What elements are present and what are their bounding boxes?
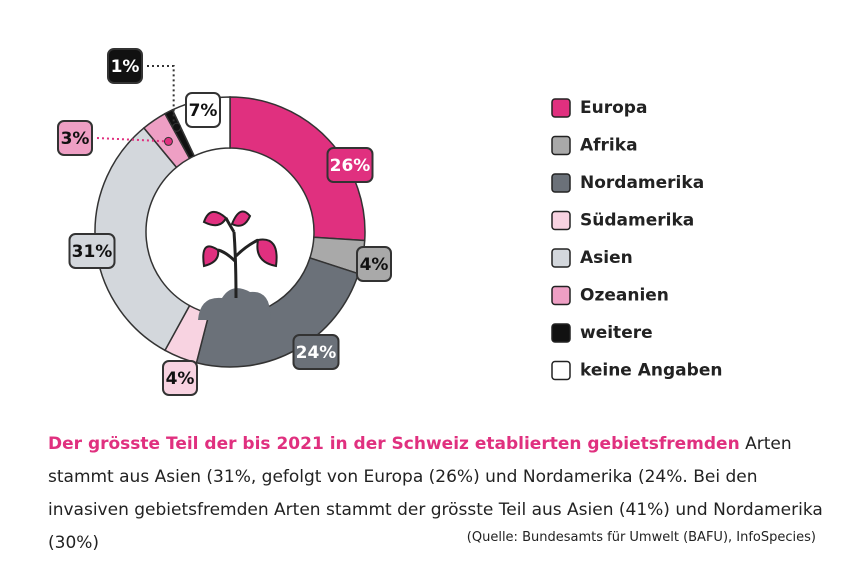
value-label: 24%	[296, 343, 337, 363]
leader-line	[96, 137, 169, 143]
legend-swatch	[551, 98, 571, 118]
legend-swatch	[551, 360, 571, 381]
legend-swatch	[551, 323, 571, 343]
value-label: 1%	[111, 57, 140, 77]
value-label-box	[185, 92, 221, 128]
donut-slice	[195, 257, 360, 368]
leader-line	[147, 65, 175, 128]
donut-slice	[229, 96, 366, 242]
source: (Quelle: Bundesamts für Umwelt (BAFU), I…	[466, 530, 816, 545]
legend-swatch	[551, 248, 571, 268]
legend-label: Asien	[580, 248, 633, 268]
value-label: 4%	[360, 255, 389, 275]
value-label: 4%	[166, 369, 195, 389]
value-label-box	[162, 360, 198, 396]
leader-dot	[172, 122, 182, 132]
legend-label: Nordamerika	[580, 173, 704, 193]
value-label-box	[57, 120, 93, 156]
value-label: 31%	[72, 242, 113, 262]
caption: Der grösste Teil der bis 2021 in der Sch…	[48, 428, 838, 560]
plant-icon	[198, 210, 278, 320]
leader-dot	[163, 136, 173, 146]
caption-highlight: Der grösste Teil der bis 2021 in der Sch…	[48, 434, 740, 454]
value-label: 7%	[189, 101, 218, 121]
legend-swatch	[551, 210, 571, 231]
legend-label: weitere	[580, 323, 653, 343]
legend-swatch	[551, 135, 571, 156]
value-label-box	[356, 246, 392, 282]
value-label-box	[107, 48, 143, 84]
donut-slice	[94, 126, 191, 352]
caption-text: Arten stammt aus Asien (31%, gefolgt von…	[48, 434, 823, 553]
value-label: 26%	[330, 156, 371, 176]
chart: 26% Europa 4% Afrika 24% Nordamerika 4% Südamer…	[57, 48, 722, 396]
legend-label: keine Angaben	[580, 361, 722, 381]
legend-swatch	[551, 285, 571, 306]
value-label: 3%	[61, 129, 90, 149]
value-label-box	[326, 147, 374, 183]
legend-label: Afrika	[580, 136, 638, 156]
legend-label: Südamerika	[580, 211, 694, 231]
value-label-box	[292, 334, 340, 370]
legend-label: Ozeanien	[580, 286, 669, 306]
legend-swatch	[551, 173, 571, 193]
value-label-box	[68, 233, 116, 269]
legend-label: Europa	[580, 98, 647, 118]
